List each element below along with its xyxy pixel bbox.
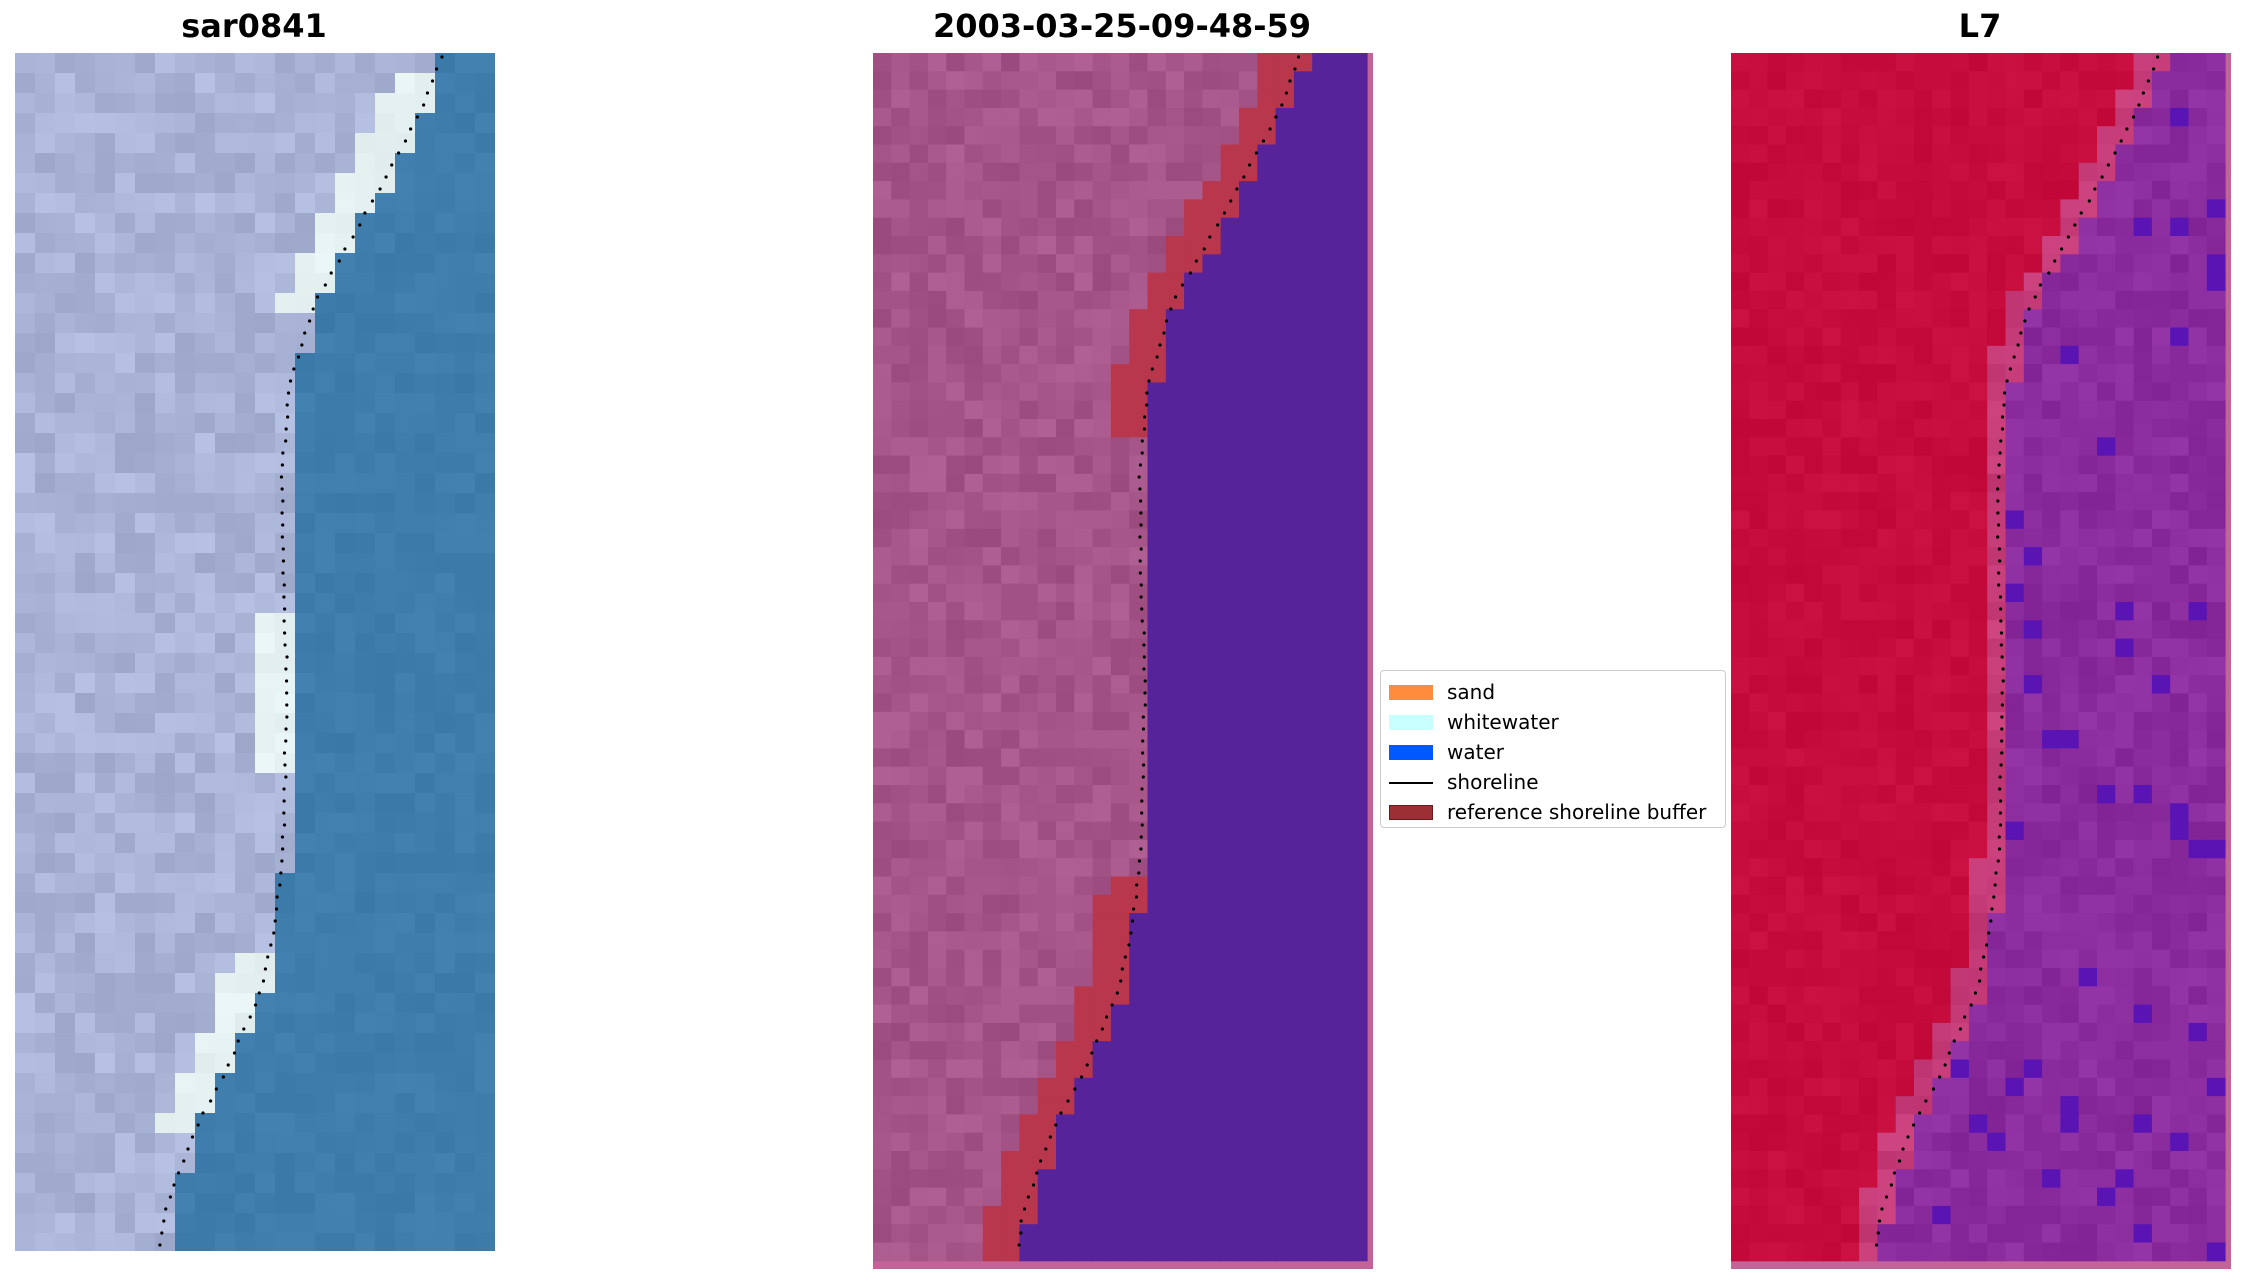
legend-item-whitewater: whitewater xyxy=(1381,707,1725,737)
rgb-image-panel xyxy=(15,53,495,1251)
legend-label: shoreline xyxy=(1447,770,1539,794)
whitewater-swatch xyxy=(1389,715,1433,730)
legend-label: reference shoreline buffer xyxy=(1447,800,1707,824)
legend-item-water: water xyxy=(1381,737,1725,767)
legend-label: whitewater xyxy=(1447,710,1559,734)
sand-swatch xyxy=(1389,685,1433,700)
legend-item-reference-shoreline-buffer: reference shoreline buffer xyxy=(1381,797,1725,827)
panel-title-classified: 2003-03-25-09-48-59 xyxy=(932,7,1312,45)
legend-label: sand xyxy=(1447,680,1496,704)
panel-title-rgb: sar0841 xyxy=(181,7,327,45)
legend-item-shoreline: shoreline xyxy=(1381,767,1725,797)
panel-title-nir: L7 xyxy=(1958,7,2002,45)
legend: sand whitewater water shoreline referenc… xyxy=(1380,670,1726,828)
legend-item-sand: sand xyxy=(1381,677,1725,707)
water-swatch xyxy=(1389,745,1433,760)
classified-image-panel xyxy=(873,53,1373,1269)
nir-image-panel xyxy=(1731,53,2231,1269)
shoreline-line-swatch xyxy=(1389,782,1433,784)
legend-label: water xyxy=(1447,740,1504,764)
buffer-swatch xyxy=(1389,805,1433,820)
